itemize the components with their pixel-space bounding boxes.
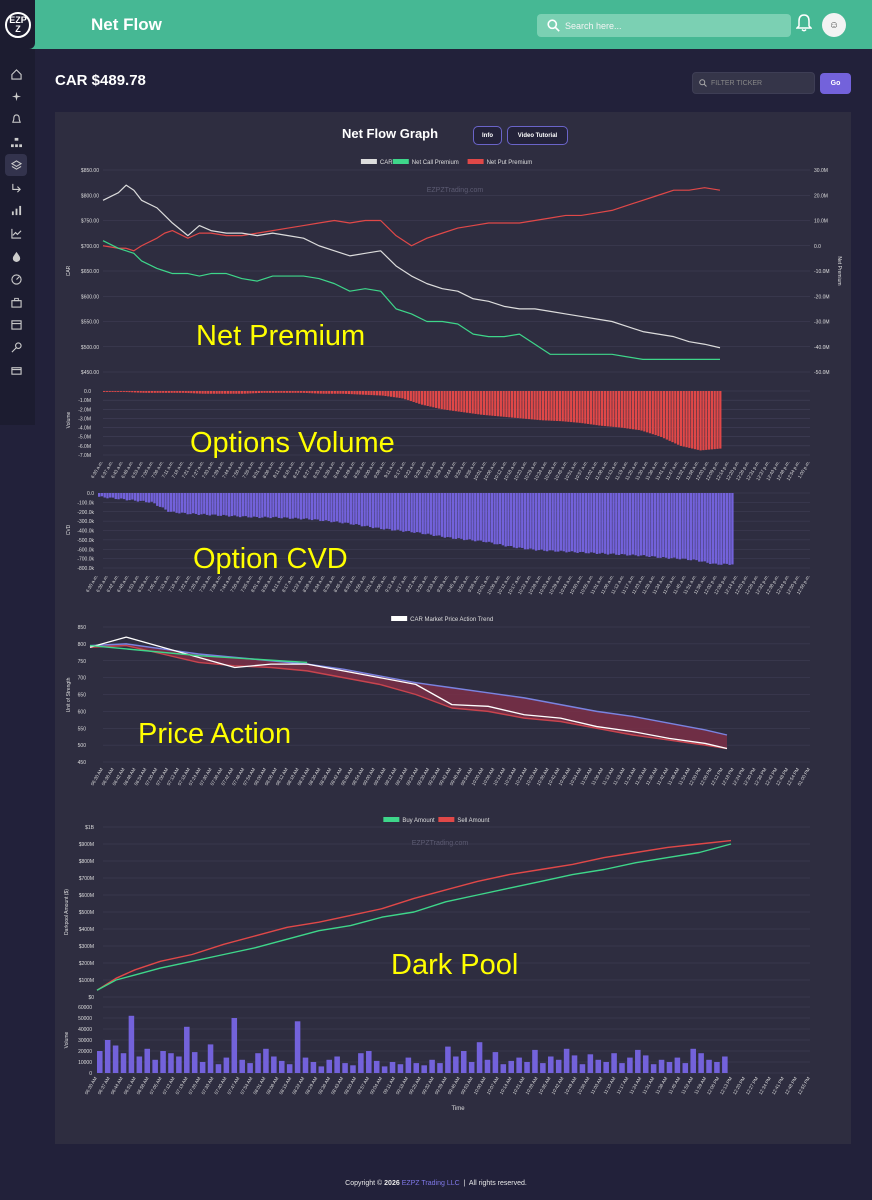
layers-icon: [10, 159, 22, 170]
ticker-title: CAR $489.78: [55, 72, 146, 89]
calendar-icon: [10, 320, 22, 330]
sparkle-icon: [11, 92, 21, 102]
logo-mark: EZPZ: [5, 12, 31, 38]
sidebar-item-card[interactable]: [5, 359, 27, 381]
footer-separator: |: [463, 1180, 466, 1187]
bell-icon: [11, 114, 21, 123]
key-icon: [11, 342, 22, 353]
sidebar-item-line-chart[interactable]: [5, 223, 27, 245]
filter-ticker-input[interactable]: [711, 73, 811, 93]
sidebar-item-home[interactable]: [5, 63, 27, 85]
bell-icon[interactable]: [796, 14, 812, 32]
sidebar-item-gauge[interactable]: [5, 268, 27, 290]
footer-rights: All rights reserved.: [468, 1180, 527, 1187]
search-bar[interactable]: [537, 14, 791, 37]
sidebar-item-sparkle[interactable]: [5, 86, 27, 108]
sidebar: [0, 49, 35, 425]
footer-company-link[interactable]: EZPZ Trading LLC: [401, 1180, 460, 1187]
footer: Copyright © 2026 EZPZ Trading LLC | All …: [0, 1180, 872, 1187]
top-header: EZPZ Net Flow ☺: [0, 0, 872, 49]
return-arrow-icon: [11, 183, 21, 193]
go-button[interactable]: Go: [820, 73, 851, 94]
graph-title: Net Flow Graph: [342, 126, 439, 141]
avatar[interactable]: ☺: [822, 13, 846, 37]
drop-icon: [12, 251, 20, 262]
net-flow-panel: [55, 112, 851, 1144]
filter-ticker-field[interactable]: [692, 72, 815, 94]
sidebar-item-sitemap[interactable]: [5, 131, 27, 153]
search-icon: [547, 19, 560, 32]
line-chart-icon: [10, 229, 21, 239]
footer-prefix: Copyright ©: [345, 1180, 383, 1187]
search-icon: [699, 79, 707, 87]
video-tutorial-button[interactable]: Video Tutorial: [507, 126, 568, 145]
sidebar-item-layers[interactable]: [5, 154, 27, 177]
sidebar-item-briefcase[interactable]: [5, 291, 27, 313]
logo-text: EZPZ: [9, 15, 27, 34]
page-title: Net Flow: [91, 15, 162, 34]
logo[interactable]: EZPZ: [0, 0, 35, 49]
sidebar-item-calendar[interactable]: [5, 314, 27, 336]
sidebar-item-drop[interactable]: [5, 245, 27, 267]
sidebar-item-bar-chart[interactable]: [5, 200, 27, 222]
sitemap-icon: [10, 137, 22, 147]
search-input[interactable]: [565, 14, 785, 37]
sidebar-item-key[interactable]: [5, 337, 27, 359]
bar-chart-icon: [11, 206, 21, 216]
card-icon: [10, 367, 22, 375]
sidebar-item-return-arrow[interactable]: [5, 177, 27, 199]
briefcase-icon: [10, 297, 22, 308]
footer-year: 2026: [384, 1180, 400, 1187]
info-button[interactable]: Info: [473, 126, 502, 145]
sidebar-item-bell[interactable]: [5, 109, 27, 131]
gauge-icon: [10, 274, 22, 285]
home-icon: [10, 68, 22, 80]
